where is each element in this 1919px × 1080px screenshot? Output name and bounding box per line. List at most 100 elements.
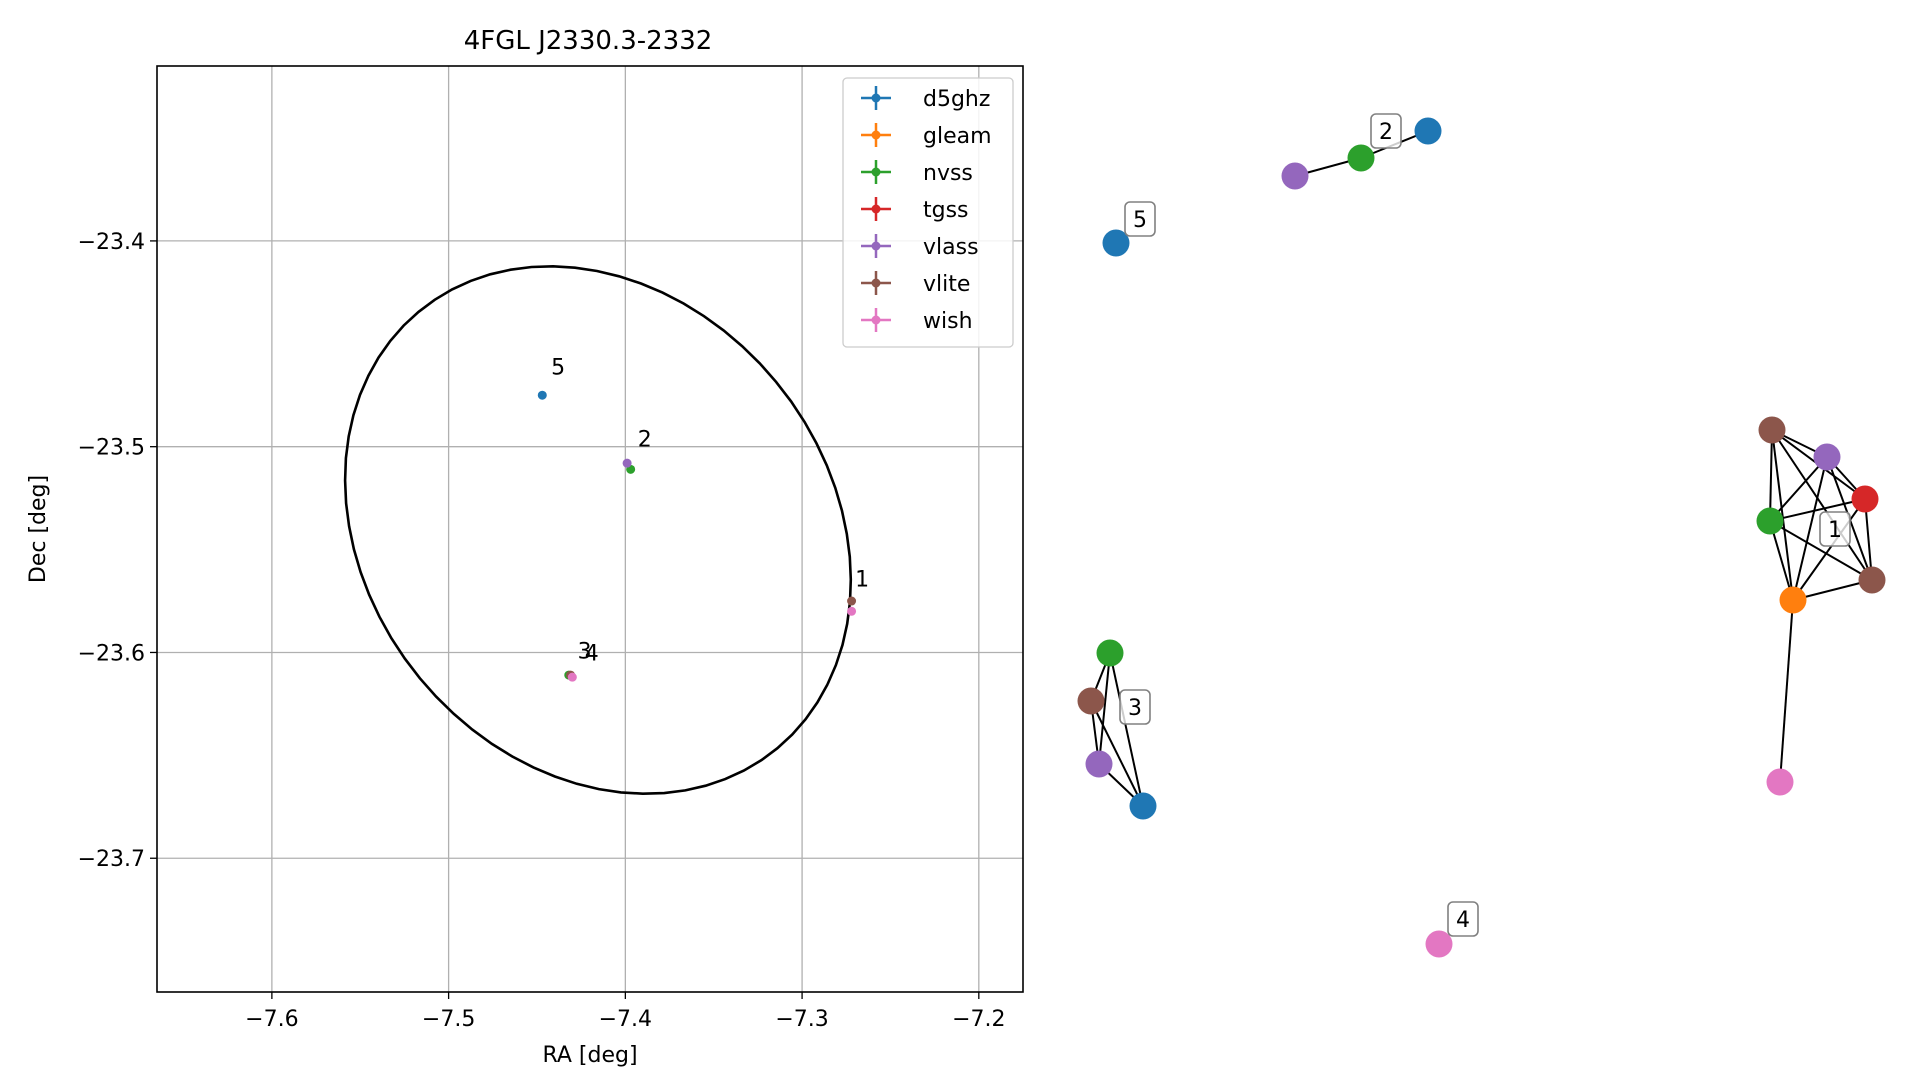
legend-box xyxy=(842,77,1014,348)
x-tick-label: −7.2 xyxy=(952,1007,1005,1032)
legend-marker xyxy=(871,315,881,325)
network-edge xyxy=(1771,429,1873,581)
network-cluster-label: 2 xyxy=(1370,113,1402,149)
legend-marker xyxy=(871,241,881,251)
legend-entry-wish: wish xyxy=(861,308,973,334)
network-label-text: 2 xyxy=(1379,120,1393,145)
network-edge xyxy=(1864,498,1873,581)
network-node-c3-vlite xyxy=(1077,687,1105,715)
network-node-c2-d5ghz xyxy=(1414,117,1442,145)
network-label-text: 5 xyxy=(1133,208,1147,233)
point-annotation: 3 xyxy=(578,640,592,665)
network-cluster-label: 1 xyxy=(1819,511,1851,547)
chart-title: 4FGL J2330.3-2332 xyxy=(464,26,713,56)
x-tick-label: −7.5 xyxy=(422,1007,475,1032)
x-axis-label: RA [deg] xyxy=(542,1043,637,1068)
legend-marker xyxy=(871,204,881,214)
data-point-vlass xyxy=(622,458,632,468)
network-node-c1-vlite-b xyxy=(1858,566,1886,594)
network-graph: 2 5 1 3 4 xyxy=(1077,113,1886,958)
x-tick-label: −7.3 xyxy=(775,1007,828,1032)
point-annotation: 4 xyxy=(585,642,599,667)
network-edge xyxy=(1090,700,1144,807)
legend-label: vlass xyxy=(923,235,979,260)
network-edges xyxy=(1090,130,1873,807)
network-edge xyxy=(1792,456,1828,601)
network-label-box xyxy=(1819,511,1851,547)
legend-marker xyxy=(871,130,881,140)
legend-marker xyxy=(871,278,881,288)
y-tick-label: −23.7 xyxy=(78,847,145,872)
network-label-text: 4 xyxy=(1456,908,1470,933)
network-node-c1-vlite-a xyxy=(1758,416,1786,444)
point-annotation: 2 xyxy=(638,428,652,453)
data-point-d5ghz xyxy=(537,390,547,400)
network-edge xyxy=(1769,498,1866,522)
network-node-c1-tgss xyxy=(1851,485,1879,513)
y-tick-label: −23.5 xyxy=(78,436,145,461)
legend: d5ghz gleam nvss tgss vlass vlite wish xyxy=(842,77,1014,348)
network-edge xyxy=(1779,599,1794,783)
network-node-c5-d5ghz xyxy=(1102,229,1130,257)
network-edge xyxy=(1769,520,1873,581)
network-nodes xyxy=(1077,117,1886,958)
ellipse-layer xyxy=(343,264,853,796)
legend-entry-vlass: vlass xyxy=(861,234,979,260)
network-edge xyxy=(1792,579,1873,601)
legend-label: vlite xyxy=(923,272,970,297)
network-label-box xyxy=(1447,901,1479,937)
point-annotations: 5 2 1 34 xyxy=(551,356,869,667)
network-node-c3-d5ghz xyxy=(1129,792,1157,820)
legend-label: wish xyxy=(923,309,973,334)
network-edge xyxy=(1109,652,1144,807)
point-annotation: 5 xyxy=(551,356,565,381)
network-node-c1-vlass xyxy=(1813,443,1841,471)
legend-label: gleam xyxy=(923,124,992,149)
legend-marker xyxy=(871,167,881,177)
network-node-c1-nvss xyxy=(1756,507,1784,535)
y-ticks: −23.4 −23.5 −23.6 −23.7 xyxy=(78,230,157,872)
network-label-text: 1 xyxy=(1828,518,1842,543)
network-edge xyxy=(1792,498,1866,601)
network-node-c2-vlass xyxy=(1281,162,1309,190)
network-edge xyxy=(1098,652,1111,765)
y-axis-label: Dec [deg] xyxy=(26,475,51,583)
network-cluster-label: 5 xyxy=(1124,201,1156,237)
network-edge xyxy=(1769,456,1828,522)
network-label-box xyxy=(1370,113,1402,149)
network-edge xyxy=(1769,520,1794,601)
legend-entry-nvss: nvss xyxy=(861,160,973,186)
legend-label: d5ghz xyxy=(923,87,990,112)
network-label-box xyxy=(1124,201,1156,237)
data-point-vlite xyxy=(847,596,857,606)
network-node-c1-gleam xyxy=(1779,586,1807,614)
y-tick-label: −23.6 xyxy=(78,641,145,666)
y-tick-label: −23.4 xyxy=(78,230,145,255)
network-edge xyxy=(1771,429,1794,601)
network-label-text: 3 xyxy=(1128,696,1142,721)
network-cluster-label: 3 xyxy=(1119,689,1151,725)
point-annotation: 1 xyxy=(855,568,869,593)
legend-entry-d5ghz: d5ghz xyxy=(861,86,990,112)
legend-entry-vlite: vlite xyxy=(861,271,970,297)
legend-entry-tgss: tgss xyxy=(861,197,969,223)
network-edge xyxy=(1769,429,1773,522)
plot-frame xyxy=(156,65,1024,993)
points-layer xyxy=(537,390,857,682)
network-labels: 2 5 1 3 4 xyxy=(1119,113,1851,937)
network-cluster-label: 4 xyxy=(1447,901,1479,937)
network-node-c1-wish xyxy=(1766,768,1794,796)
x-tick-label: −7.4 xyxy=(599,1007,652,1032)
network-node-c3-vlass xyxy=(1085,750,1113,778)
x-ticks: −7.6 −7.5 −7.4 −7.3 −7.2 xyxy=(245,992,1006,1032)
legend-entry-gleam: gleam xyxy=(861,123,992,149)
legend-label: tgss xyxy=(923,198,969,223)
error-ellipse xyxy=(343,264,853,796)
network-label-box xyxy=(1119,689,1151,725)
data-point-wish xyxy=(847,606,857,616)
network-node-c3-nvss xyxy=(1096,639,1124,667)
data-point-wish xyxy=(567,672,577,682)
network-node-c4-wish xyxy=(1425,930,1453,958)
legend-label: nvss xyxy=(923,161,973,186)
